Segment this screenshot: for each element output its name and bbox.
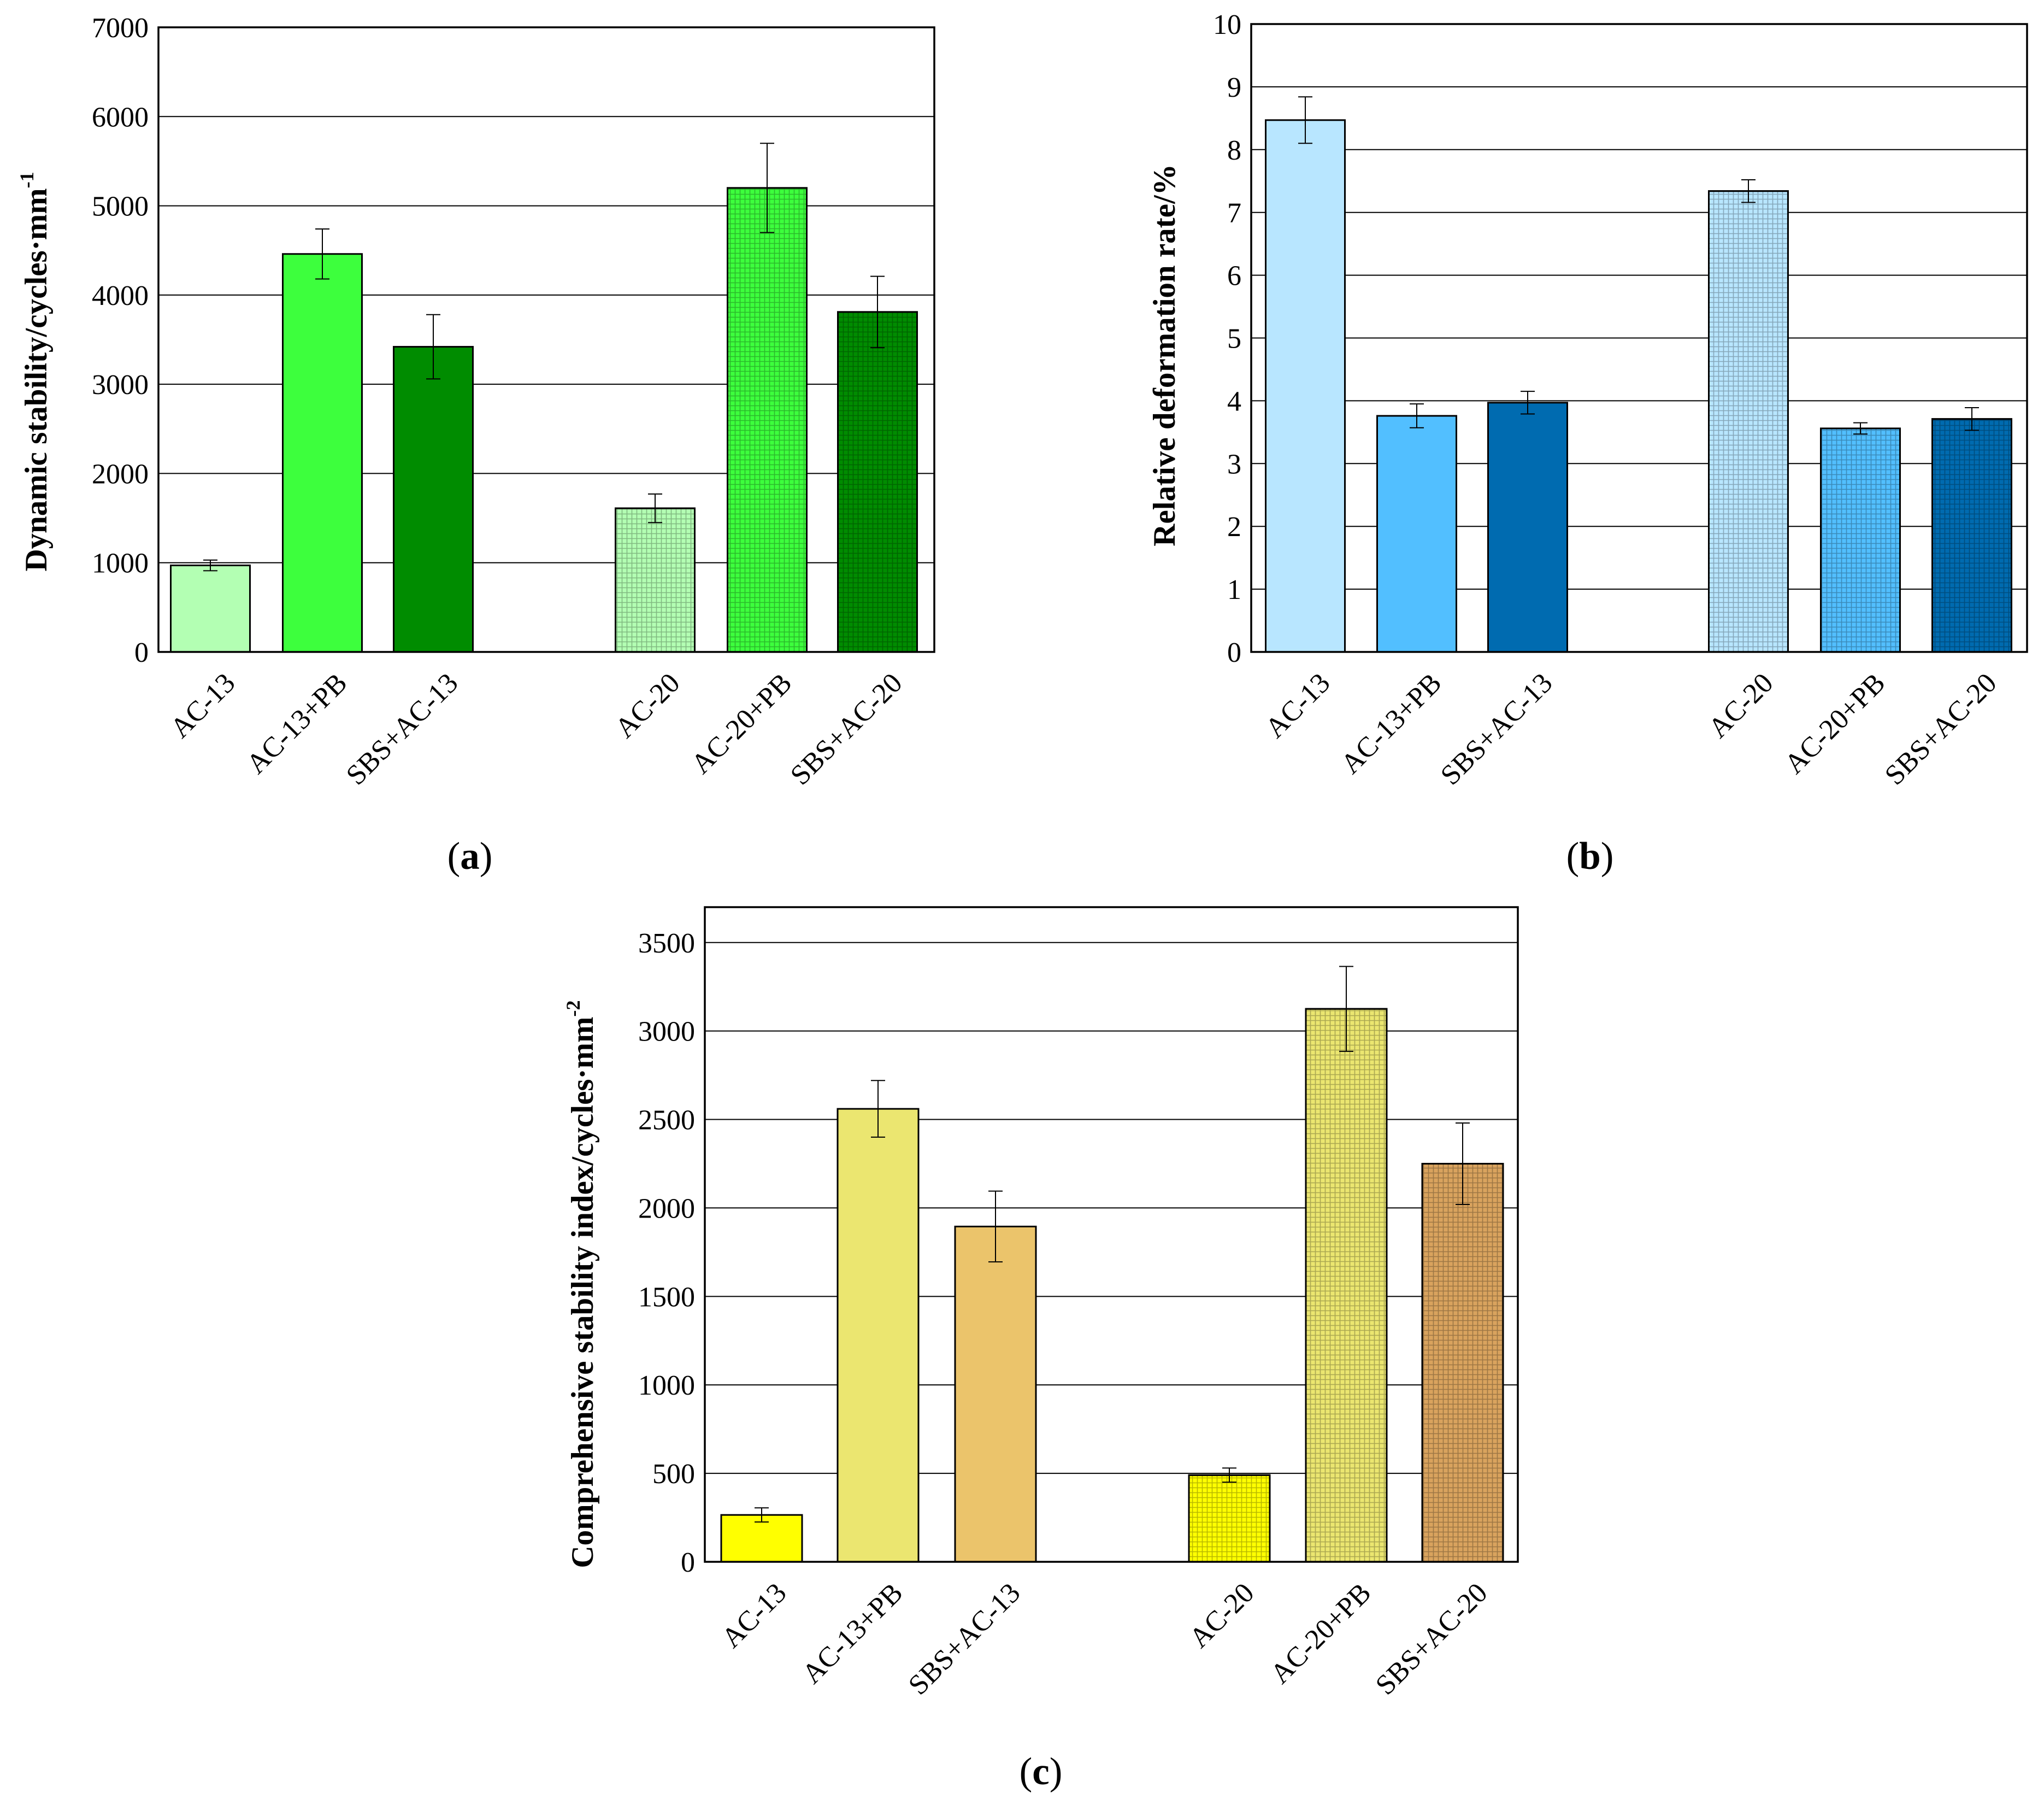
chart-b-error-bar [1965, 407, 1979, 431]
chart-c-error-bar [1339, 966, 1353, 1052]
chart-c-bar-pattern [1421, 1162, 1504, 1563]
chart-a-bar-pattern [727, 187, 808, 653]
chart-c-category-label: AC-13 [716, 1577, 792, 1654]
chart-b-ytick-label: 6 [1227, 261, 1241, 292]
chart-b-ylabel: Relative deformation rate/% [1147, 164, 1182, 546]
chart-b-ytick-label: 2 [1227, 511, 1241, 543]
chart-b-ytick-label: 0 [1227, 637, 1241, 668]
chart-b-ytick-label: 1 [1227, 574, 1241, 605]
chart-a-ytick-label: 2000 [92, 458, 149, 490]
chart-c-category-label: SBS+AC-13 [903, 1577, 1027, 1701]
chart-a-error-bar [760, 143, 774, 233]
chart-b-bar [1376, 415, 1457, 653]
chart-c-ylabel: Comprehensive stability index/cycles·mm-… [562, 1000, 600, 1568]
chart-a-ytick-label: 6000 [92, 102, 149, 133]
chart-b-plot-frame [1250, 23, 2028, 653]
chart-a-bar [170, 565, 251, 653]
chart-c-category-label: AC-20+PB [1264, 1577, 1377, 1690]
chart-a-category-label: SBS+AC-13 [340, 667, 464, 791]
chart-c-error-bar [871, 1080, 885, 1138]
chart-b-ytick-label: 10 [1213, 9, 1241, 40]
chart-b-ytick-label: 9 [1227, 72, 1241, 103]
chart-c-bar-pattern [1188, 1474, 1271, 1563]
chart-a-error-bar [203, 559, 217, 572]
chart-b-category-label: AC-13+PB [1335, 667, 1447, 780]
chart-b-category-label: AC-20+PB [1778, 667, 1891, 780]
chart-a-bar [393, 346, 474, 653]
chart-b-error-bar [1410, 403, 1424, 428]
chart-b-category-label: AC-13 [1259, 667, 1336, 744]
chart-c-error-bar [755, 1507, 769, 1523]
chart-c-bar [837, 1108, 920, 1563]
chart-a-error-bar [426, 314, 440, 380]
chart-a-bar-pattern [615, 507, 696, 653]
chart-a-ytick-label: 0 [134, 637, 149, 668]
chart-b-panel-label: (b) [1566, 835, 1614, 878]
chart-a-category-label: SBS+AC-20 [785, 667, 909, 791]
chart-a-error-bar [870, 275, 885, 349]
chart-c-category-label: AC-20 [1183, 1577, 1260, 1654]
chart-b-bar-pattern [1931, 418, 2012, 653]
chart-b-error-bar [1298, 96, 1312, 144]
chart-c-error-bar [1456, 1122, 1470, 1205]
chart-a-ytick-label: 7000 [92, 13, 149, 44]
chart-c-ytick-label: 1000 [638, 1370, 695, 1401]
chart-b-error-bar [1521, 391, 1535, 415]
chart-c-error-bar [1222, 1467, 1236, 1483]
chart-a-bar [282, 253, 363, 653]
chart-b-bar [1487, 402, 1568, 653]
chart-a-ytick-label: 3000 [92, 369, 149, 401]
chart-a-category-label: AC-13 [164, 667, 241, 744]
chart-c-ytick-label: 3000 [638, 1016, 695, 1048]
chart-a-category-label: AC-20+PB [685, 667, 798, 780]
chart-a-ylabel: Dynamic stability/cycles·mm-1 [16, 172, 54, 571]
chart-b-category-label: SBS+AC-13 [1435, 667, 1559, 791]
chart-c-bar-pattern [1305, 1008, 1388, 1563]
chart-a-bar-pattern [837, 311, 918, 653]
chart-c-ytick-label: 2500 [638, 1105, 695, 1136]
chart-b-category-label: AC-20 [1703, 667, 1779, 744]
chart-c-ytick-label: 3500 [638, 928, 695, 959]
chart-c-comprehensive-stability: Comprehensive stability index/cycles·mm-… [562, 906, 1519, 1793]
chart-a-plot-frame [157, 26, 935, 653]
chart-c-ytick-label: 0 [681, 1547, 695, 1578]
chart-b-ytick-label: 8 [1227, 135, 1241, 166]
chart-b-relative-deformation: Relative deformation rate/% (b) 0 1 2 3 4 5 6 7… [1147, 9, 2028, 878]
chart-b-bar [1265, 119, 1346, 653]
chart-c-ytick-label: 500 [652, 1459, 695, 1490]
chart-c-bar [954, 1225, 1037, 1563]
chart-c-category-label: SBS+AC-20 [1370, 1577, 1494, 1701]
chart-b-error-bar [1741, 179, 1756, 203]
chart-b-ytick-label: 3 [1227, 449, 1241, 480]
chart-c-panel-label: (c) [1020, 1750, 1063, 1793]
chart-b-bar-pattern [1708, 190, 1789, 653]
chart-b-ytick-label: 7 [1227, 198, 1241, 229]
chart-a-category-label: AC-13+PB [240, 667, 353, 780]
chart-a-category-label: AC-20 [609, 667, 686, 744]
chart-b-category-label: SBS+AC-20 [1879, 667, 2003, 791]
chart-c-bar [720, 1514, 803, 1563]
chart-c-ytick-label: 1500 [638, 1281, 695, 1313]
chart-c-error-bar [988, 1190, 1003, 1263]
chart-c-plot-frame [704, 906, 1519, 1563]
chart-b-bar-pattern [1820, 427, 1901, 653]
chart-a-ytick-label: 1000 [92, 548, 149, 579]
chart-b-error-bar [1853, 422, 1868, 435]
chart-c-category-label: AC-13+PB [796, 1577, 909, 1690]
chart-a-error-bar [315, 228, 329, 280]
chart-b-ytick-label: 5 [1227, 324, 1241, 355]
chart-b-ytick-label: 4 [1227, 386, 1241, 417]
chart-c-ytick-label: 2000 [638, 1193, 695, 1224]
chart-a-ytick-label: 4000 [92, 280, 149, 311]
chart-a-panel-label: (a) [447, 835, 493, 878]
chart-a-ytick-label: 5000 [92, 191, 149, 222]
chart-a-error-bar [648, 493, 662, 524]
chart-a-dynamic-stability: Dynamic stability/cycles·mm-1 (a) 0 1000 2… [16, 13, 935, 878]
